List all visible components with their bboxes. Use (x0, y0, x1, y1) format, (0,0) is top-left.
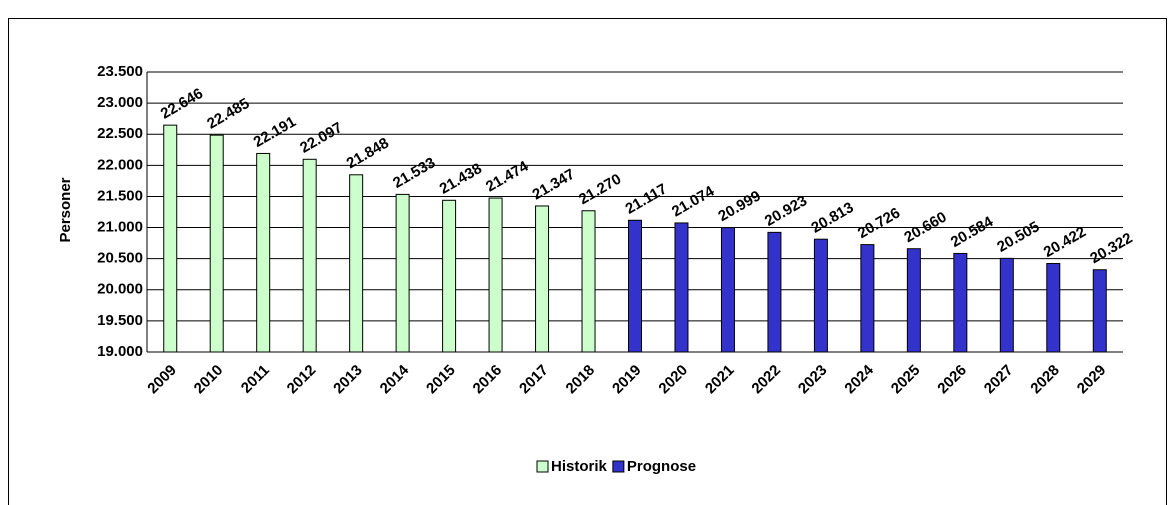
bar (442, 199, 457, 353)
x-tick-label: 2013 (330, 362, 366, 398)
value-label: 20.660 (901, 209, 949, 247)
y-tick-label: 20.500 (97, 250, 143, 267)
bar (813, 238, 828, 353)
bar (906, 248, 921, 353)
value-label: 21.848 (344, 135, 392, 173)
bar (302, 158, 317, 353)
bar (163, 124, 178, 353)
bar (1046, 263, 1061, 353)
legend-label: Historik (551, 458, 608, 475)
value-label: 20.422 (1041, 223, 1089, 261)
bar (953, 252, 968, 353)
value-label: 21.533 (390, 154, 438, 192)
value-label: 20.999 (715, 187, 763, 225)
legend-label: Prognose (627, 458, 696, 475)
y-tick-label: 21.500 (97, 187, 143, 204)
value-label: 22.191 (251, 113, 299, 151)
chart-frame (8, 18, 1167, 505)
y-tick-label: 23.000 (97, 94, 143, 111)
y-axis-label: Personer (57, 177, 74, 242)
legend-swatch (612, 460, 625, 473)
x-tick-label: 2017 (516, 362, 552, 398)
bar (395, 193, 410, 353)
value-label: 21.347 (530, 166, 578, 204)
bar (209, 134, 224, 353)
x-tick-label: 2011 (238, 362, 273, 397)
x-tick-label: 2023 (795, 362, 831, 398)
x-tick-label: 2012 (284, 362, 320, 398)
y-tick-label: 21.000 (97, 219, 143, 236)
x-tick-label: 2016 (470, 362, 506, 398)
value-label: 21.474 (483, 158, 532, 196)
x-tick-label: 2018 (563, 362, 599, 398)
value-label: 20.726 (855, 204, 903, 242)
x-tick-label: 2026 (934, 362, 970, 398)
bar (999, 257, 1014, 353)
y-tick-label: 19.500 (97, 312, 143, 329)
x-tick-label: 2024 (841, 361, 877, 397)
value-label: 22.485 (204, 95, 252, 133)
x-tick-label: 2010 (191, 362, 227, 398)
x-tick-label: 2020 (655, 362, 691, 398)
value-label: 22.646 (158, 85, 206, 123)
y-tick-label: 19.000 (97, 343, 143, 360)
value-label: 20.813 (808, 199, 856, 237)
bar (535, 205, 550, 353)
x-tick-label: 2029 (1074, 362, 1110, 398)
bar (767, 231, 782, 353)
value-label: 20.322 (1087, 230, 1135, 268)
y-tick-label: 23.500 (97, 63, 143, 80)
x-tick-label: 2025 (888, 362, 924, 398)
bar (488, 197, 503, 353)
x-tick-label: 2028 (1027, 362, 1063, 398)
value-label: 21.074 (669, 182, 718, 220)
value-label: 22.097 (297, 119, 345, 157)
bar (628, 219, 642, 353)
x-tick-label: 2019 (609, 362, 645, 398)
x-tick-label: 2014 (377, 361, 413, 397)
bar (349, 174, 364, 353)
y-tick-label: 22.000 (97, 156, 143, 173)
bar (860, 244, 875, 353)
bar (720, 227, 735, 353)
y-tick-label: 20.000 (97, 281, 143, 298)
x-tick-label: 2021 (702, 362, 738, 398)
bar (1092, 269, 1107, 353)
value-label: 21.270 (576, 171, 624, 209)
bar (674, 222, 689, 353)
x-tick-label: 2015 (423, 362, 459, 398)
bar (256, 152, 271, 353)
value-label: 20.505 (994, 218, 1042, 256)
bar (581, 210, 596, 353)
x-tick-label: 2027 (981, 362, 1017, 398)
value-label: 20.584 (948, 213, 997, 251)
legend-swatch (536, 460, 549, 473)
value-label: 21.117 (623, 180, 671, 217)
value-label: 20.923 (762, 192, 810, 230)
x-tick-label: 2009 (144, 362, 180, 398)
y-tick-label: 22.500 (97, 125, 143, 142)
x-tick-label: 2022 (748, 362, 784, 398)
